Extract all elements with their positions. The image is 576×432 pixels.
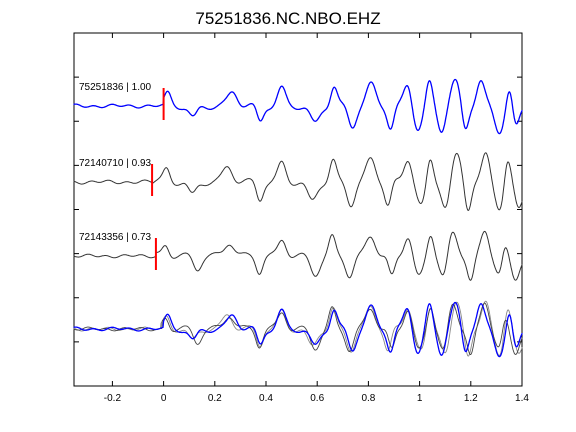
trace-labels: 75251836 | 1.00 72140710 | 0.93 72143356 |… bbox=[79, 82, 152, 243]
waveform-72140710 bbox=[73, 152, 523, 211]
x-tick-label: 1.2 bbox=[464, 393, 478, 404]
trace-label: 75251836 | 1.00 bbox=[79, 82, 152, 93]
chart-title: 75251836.NC.NBO.EHZ bbox=[195, 9, 380, 28]
stack-waveform bbox=[73, 302, 523, 355]
x-tick-label: 1.4 bbox=[515, 393, 529, 404]
x-tick-label: 0.8 bbox=[361, 393, 375, 404]
stack-waveform bbox=[73, 300, 523, 357]
plot-axes: -0.2 0 0.2 0.4 0.6 0.8 1 1.2 1.4 bbox=[73, 32, 529, 404]
waveform-traces bbox=[73, 78, 523, 358]
waveform-75251836 bbox=[73, 78, 523, 135]
trace-label: 72143356 | 0.73 bbox=[79, 232, 152, 243]
x-tick-label: 1 bbox=[417, 393, 423, 404]
trace-label: 72140710 | 0.93 bbox=[79, 158, 152, 169]
waveform-72143356 bbox=[73, 230, 523, 281]
x-tick-label: 0 bbox=[161, 393, 167, 404]
x-tick-label: -0.2 bbox=[104, 393, 122, 404]
x-tick-label: 0.2 bbox=[208, 393, 222, 404]
x-tick-label: 0.4 bbox=[259, 393, 273, 404]
stack-waveform bbox=[73, 301, 523, 358]
x-tick-label: 0.6 bbox=[310, 393, 324, 404]
